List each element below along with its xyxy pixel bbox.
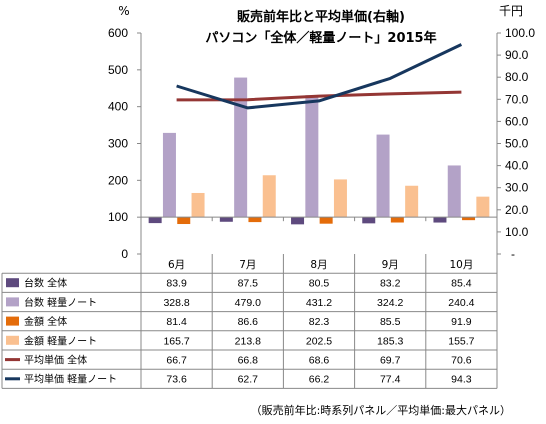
right-tick-label: 90.0	[505, 48, 529, 62]
bar	[433, 217, 447, 223]
left-tick-label: 500	[108, 63, 128, 77]
data-label: 73.6	[166, 374, 187, 386]
data-label: 86.6	[238, 316, 259, 328]
bar	[305, 95, 319, 218]
right-tick-label: 30.0	[505, 181, 529, 195]
legend-label: 台数 全体	[24, 277, 67, 290]
category-label: 7月	[239, 259, 256, 271]
bar	[162, 132, 176, 218]
data-label: 202.5	[306, 335, 332, 347]
right-tick-label: 70.0	[505, 92, 529, 106]
series-line	[176, 43, 463, 110]
left-axis: 0 100 200 300 400 500 600	[108, 26, 128, 261]
bar	[248, 217, 262, 223]
data-label: 83.9	[166, 278, 187, 290]
legend-label: 台数 軽量ノート	[24, 296, 97, 309]
bar-series	[148, 77, 490, 225]
data-label: 68.6	[309, 355, 330, 367]
right-tick-label: 100.0	[505, 26, 535, 40]
data-label: 66.8	[238, 355, 259, 367]
chart-title: 販売前年比と平均単価(右軸)	[237, 9, 405, 25]
bar	[376, 134, 390, 218]
left-tick-label: 200	[108, 173, 128, 187]
line-series	[176, 43, 463, 110]
right-tick-label: 80.0	[505, 70, 529, 84]
legend-label: 金額 軽量ノート	[24, 334, 97, 347]
category-label: 6月	[168, 259, 185, 271]
right-tick-label: 50.0	[505, 137, 529, 151]
data-label: 69.7	[380, 355, 401, 367]
legend-label: 平均単価 軽量ノート	[24, 373, 117, 386]
left-tick-label: 100	[108, 210, 128, 224]
bar	[177, 217, 191, 225]
data-label: 81.4	[166, 316, 187, 328]
chart-subtitle: パソコン「全体／軽量ノート」2015年	[205, 30, 436, 46]
data-label: 240.4	[448, 297, 474, 309]
data-label: 66.2	[309, 374, 330, 386]
bar	[219, 217, 233, 222]
axis-lines	[137, 32, 501, 255]
data-label: 155.7	[448, 335, 474, 347]
legend-swatch	[6, 278, 19, 288]
bar	[333, 179, 347, 218]
data-label: 83.2	[380, 278, 401, 290]
data-label: 87.5	[238, 278, 259, 290]
data-label: 70.6	[451, 355, 472, 367]
bar	[362, 217, 376, 224]
data-label: 85.5	[380, 316, 401, 328]
data-label: 80.5	[309, 278, 330, 290]
data-label: 85.4	[451, 278, 472, 290]
data-label: 77.4	[380, 374, 401, 386]
right-tick-label: 40.0	[505, 159, 529, 173]
legend-swatch	[6, 335, 19, 345]
data-label: 328.8	[163, 297, 189, 309]
right-tick-label: 10.0	[505, 225, 529, 239]
data-label: 479.0	[235, 297, 261, 309]
left-tick-label: 600	[108, 26, 128, 40]
data-label: 431.2	[306, 297, 332, 309]
data-label: 91.9	[451, 316, 472, 328]
data-label: 94.3	[451, 374, 472, 386]
bar	[390, 217, 404, 223]
left-tick-label: 300	[108, 137, 128, 151]
legend-label: 平均単価 全体	[24, 354, 87, 367]
bar	[405, 185, 419, 218]
right-tick-label: 60.0	[505, 114, 529, 128]
footnote: （販売前年比:時系列パネル／平均単価:最大パネル）	[251, 403, 511, 417]
bar	[262, 175, 276, 218]
bar	[319, 217, 333, 224]
data-label: 324.2	[377, 297, 403, 309]
category-label: 10月	[449, 259, 473, 271]
data-label: 82.3	[309, 316, 330, 328]
bar	[462, 217, 476, 221]
bar	[148, 217, 162, 224]
left-tick-label: 400	[108, 100, 128, 114]
data-label: 185.3	[377, 335, 403, 347]
right-axis: - 10.0 20.0 30.0 40.0 50.0 60.0 70.0 80.0 90.0 100…	[505, 26, 535, 261]
bar	[191, 192, 205, 218]
left-axis-unit: %	[118, 4, 129, 18]
data-label: 62.7	[238, 374, 259, 386]
data-label: 213.8	[235, 335, 261, 347]
legend-label: 金額 全体	[24, 315, 67, 328]
right-axis-unit: 千円	[499, 4, 523, 18]
legend-swatch	[6, 316, 19, 326]
bar	[234, 77, 248, 218]
category-label: 9月	[382, 259, 399, 271]
bar	[476, 196, 490, 218]
right-tick-label: -	[511, 247, 515, 261]
left-tick-label: 0	[121, 247, 128, 261]
legend-swatch	[6, 297, 19, 307]
bar	[291, 217, 305, 225]
right-tick-label: 20.0	[505, 203, 529, 217]
bar	[447, 165, 461, 218]
data-label: 66.7	[166, 355, 187, 367]
data-label: 165.7	[163, 335, 189, 347]
category-label: 8月	[310, 259, 327, 271]
